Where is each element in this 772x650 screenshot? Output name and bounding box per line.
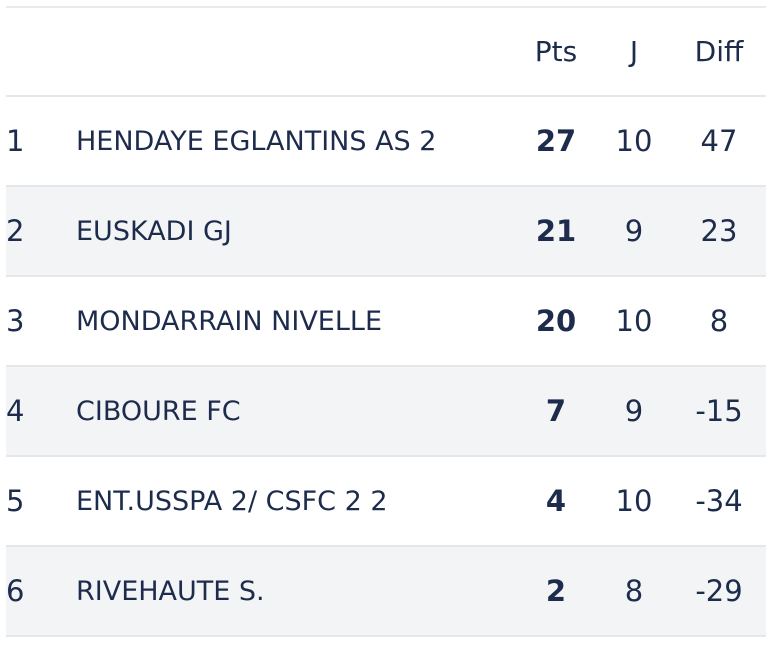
row-points: 27 bbox=[535, 124, 577, 158]
standings-header: Pts J Diff bbox=[6, 8, 766, 97]
row-team-name[interactable]: RIVEHAUTE S. bbox=[76, 575, 265, 607]
row-team-name[interactable]: CIBOURE FC bbox=[76, 395, 241, 427]
table-row[interactable]: 6 RIVEHAUTE S. 2 8 -29 bbox=[6, 546, 766, 636]
row-games-played: 8 bbox=[624, 574, 644, 608]
row-points: 7 bbox=[545, 394, 567, 428]
table-row[interactable]: 3 MONDARRAIN NIVELLE 20 10 8 bbox=[6, 276, 766, 366]
standings-table: Pts J Diff 1 HENDAYE EGLANTINS AS 2 27 1… bbox=[6, 8, 766, 637]
row-team-name[interactable]: EUSKADI GJ bbox=[76, 215, 232, 247]
row-games-played: 10 bbox=[615, 484, 653, 518]
header-games-played[interactable]: J bbox=[596, 8, 672, 97]
row-goal-difference: -34 bbox=[695, 484, 743, 518]
header-row: Pts J Diff bbox=[6, 8, 766, 97]
row-points: 4 bbox=[545, 484, 567, 518]
row-goal-difference: 47 bbox=[700, 124, 738, 158]
header-rank bbox=[6, 8, 76, 97]
header-points[interactable]: Pts bbox=[516, 8, 596, 97]
table-row[interactable]: 4 CIBOURE FC 7 9 -15 bbox=[6, 366, 766, 456]
row-goal-difference: -29 bbox=[695, 574, 743, 608]
standings-body: 1 HENDAYE EGLANTINS AS 2 27 10 47 2 EUSK… bbox=[6, 96, 766, 636]
row-rank: 2 bbox=[6, 214, 25, 248]
table-row[interactable]: 1 HENDAYE EGLANTINS AS 2 27 10 47 bbox=[6, 96, 766, 186]
row-team-name[interactable]: MONDARRAIN NIVELLE bbox=[76, 305, 383, 337]
header-team bbox=[76, 8, 516, 97]
row-games-played: 9 bbox=[624, 214, 644, 248]
row-points: 20 bbox=[535, 304, 577, 338]
row-rank: 6 bbox=[6, 574, 25, 608]
table-top-border bbox=[6, 6, 766, 8]
row-rank: 3 bbox=[6, 304, 25, 338]
row-points: 21 bbox=[535, 214, 577, 248]
table-row[interactable]: 5 ENT.USSPA 2/ CSFC 2 2 4 10 -34 bbox=[6, 456, 766, 546]
row-goal-difference: 23 bbox=[700, 214, 738, 248]
row-points: 2 bbox=[545, 574, 567, 608]
row-team-name[interactable]: HENDAYE EGLANTINS AS 2 bbox=[76, 125, 437, 157]
row-games-played: 10 bbox=[615, 124, 653, 158]
table-row[interactable]: 2 EUSKADI GJ 21 9 23 bbox=[6, 186, 766, 276]
row-games-played: 9 bbox=[624, 394, 644, 428]
row-rank: 4 bbox=[6, 394, 25, 428]
header-goal-difference[interactable]: Diff bbox=[672, 8, 766, 97]
row-games-played: 10 bbox=[615, 304, 653, 338]
row-goal-difference: 8 bbox=[709, 304, 729, 338]
row-team-name[interactable]: ENT.USSPA 2/ CSFC 2 2 bbox=[76, 485, 388, 517]
row-rank: 1 bbox=[6, 124, 25, 158]
row-rank: 5 bbox=[6, 484, 25, 518]
row-goal-difference: -15 bbox=[695, 394, 743, 428]
